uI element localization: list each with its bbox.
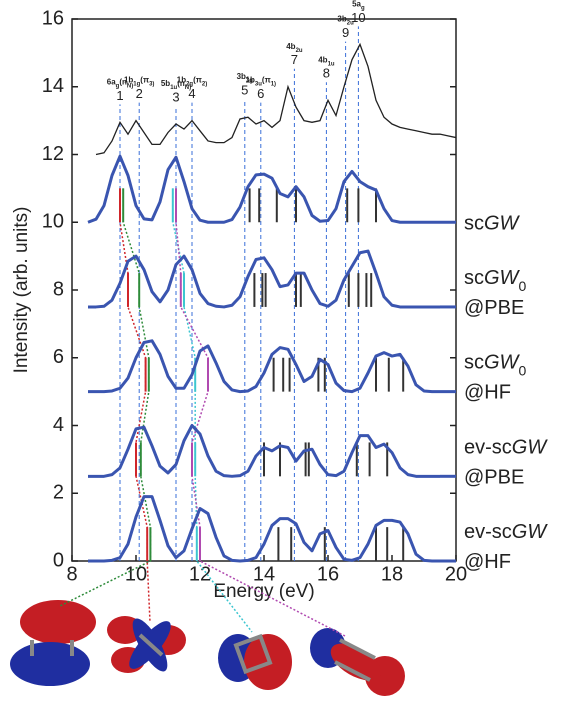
molecule-orbital [310,628,405,696]
y-tick-label: 10 [42,211,64,233]
y-tick-label: 0 [53,549,64,571]
peak-orbital: 1b2g(π2) [177,76,208,87]
y-tick-label: 8 [53,278,64,300]
connector [59,188,152,607]
peak-orbital: 1b3u(π1) [246,76,277,87]
peak-number: 9 [342,25,349,40]
x-tick-label: 16 [317,563,339,585]
experimental-spectrum [95,42,457,156]
connector [119,188,151,623]
y-tick-label: 2 [53,482,64,504]
y-tick-label: 16 [42,7,64,29]
x-tick-label: 8 [66,563,77,585]
y-tick-label: 12 [42,143,64,165]
peak-orbital: 4b1u [318,55,335,66]
peak-number: 5 [241,83,248,98]
peak-orbital: 4b2u [286,42,303,53]
x-tick-label: 18 [381,563,403,585]
y-tick-label: 4 [53,414,64,436]
peak-number: 10 [351,10,365,25]
molecule-orbital [10,600,96,686]
peak-number: 2 [136,86,143,101]
peak-number: 4 [188,86,195,101]
molecule-orbital [107,616,186,673]
spectrum-line [88,249,440,309]
x-tick-label: 10 [125,563,147,585]
x-tick-label: 20 [445,563,467,585]
peak-number: 8 [323,66,330,81]
peak-orbital: 1b1g(π3) [124,76,155,87]
peak-orbital: 6ag(nN) [107,77,133,88]
peak-number: 7 [291,52,298,67]
peak-number: 6 [257,86,264,101]
series-label: scGW [464,213,521,235]
peak-orbital: 5b1u(nN) [161,79,191,90]
spectrum-line [88,495,440,563]
peak-orbital: 3b3g [237,72,254,83]
series-label: scGW0 @PBE [464,267,526,319]
x-tick-label: 12 [189,563,211,585]
spectrum-line [88,424,440,478]
molecule-orbital [218,633,292,690]
y-tick-label: 14 [42,75,64,97]
series-label: ev-scGW @HF [464,521,548,573]
spectrum-line [88,339,440,394]
peak-number: 1 [116,88,123,103]
peak-orbital: 3b2u [337,15,354,26]
peak-number: 3 [172,89,179,104]
y-tick-label: 6 [53,346,64,368]
series-label: scGW0 @HF [464,352,526,404]
x-tick-label: 14 [253,563,275,585]
spectrum-line [87,154,440,224]
peak-orbital: 5ag [352,0,365,11]
series-label: ev-scGW @PBE [464,437,548,489]
y-axis-label: Intensity (arb. units) [11,207,32,374]
molecule-pictures [10,600,405,696]
x-axis-label: Energy (eV) [213,581,314,602]
